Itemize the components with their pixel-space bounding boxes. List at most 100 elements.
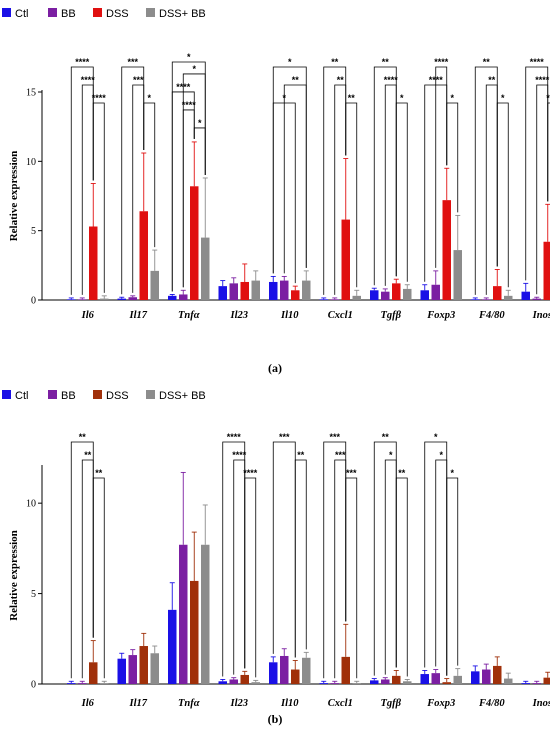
- category-label: Il10: [280, 310, 299, 321]
- significance-label: ****: [429, 75, 444, 85]
- significance-bracket: [171, 61, 206, 292]
- bar-Foxp3-Ctl: [420, 290, 429, 300]
- significance-label: *: [434, 432, 438, 442]
- category-label: Foxp3: [426, 310, 455, 321]
- bar-Il23-DSS+BB: [251, 280, 260, 300]
- category-label: Tnfα: [178, 698, 200, 709]
- panel-label: (a): [268, 361, 282, 375]
- bar-Il23-BB: [229, 283, 238, 300]
- significance-bracket: [233, 459, 246, 675]
- bar-Tnfα-DSS: [190, 186, 199, 300]
- category-label: Il6: [81, 310, 95, 321]
- panel-label: (b): [268, 712, 283, 726]
- y-tick-label: 10: [26, 499, 36, 510]
- significance-label: ***: [335, 450, 346, 460]
- significance-label: ****: [384, 75, 399, 85]
- category-label: Tgfβ: [381, 698, 402, 709]
- significance-bracket: [485, 84, 498, 295]
- category-label: Foxp3: [426, 698, 455, 709]
- significance-label: *: [450, 93, 454, 103]
- significance-bracket: [395, 102, 408, 282]
- bar-F4/80-Ctl: [471, 671, 480, 684]
- category-label: Cxcl1: [328, 698, 353, 709]
- significance-bracket: [92, 102, 105, 293]
- bar-Cxcl1-Ctl: [319, 299, 328, 300]
- bar-Cxcl1-Ctl: [319, 683, 328, 684]
- bar-F4/80-DSS: [493, 665, 502, 684]
- bar-Tnfα-Ctl: [168, 295, 177, 300]
- bar-Il17-DSS: [139, 646, 148, 684]
- bar-Il10-DSS: [291, 669, 300, 684]
- significance-label: ****: [176, 82, 191, 92]
- significance-label: ****: [434, 57, 449, 67]
- significance-label: ****: [92, 93, 107, 103]
- legend-swatch-0: [2, 8, 11, 17]
- bar-Foxp3-DSS+BB: [453, 675, 462, 684]
- bar-Il10-BB: [280, 655, 289, 684]
- category-label: Il17: [129, 310, 148, 321]
- y-axis-label: Relative expression: [8, 151, 20, 242]
- bar-Il6-DSS+BB: [100, 298, 109, 300]
- significance-bracket: [81, 459, 94, 679]
- bar-F4/80-BB: [482, 669, 491, 684]
- category-label: Il23: [230, 698, 249, 709]
- legend-swatch-1: [48, 390, 57, 399]
- significance-label: **: [348, 93, 356, 103]
- y-tick-label: 10: [26, 157, 36, 168]
- legend-swatch-2: [93, 8, 102, 17]
- bar-Il17-BB: [128, 297, 137, 300]
- category-label: Cxcl1: [328, 310, 353, 321]
- legend-entry-2: DSS: [106, 8, 129, 20]
- bar-Cxcl1-BB: [330, 299, 339, 300]
- bar-Cxcl1-BB: [330, 683, 339, 684]
- significance-bracket: [272, 102, 296, 284]
- y-tick-label: 5: [31, 589, 36, 600]
- bar-Il23-DSS: [240, 674, 249, 684]
- significance-label: *: [450, 468, 454, 478]
- bar-Il23-Ctl: [218, 286, 227, 300]
- significance-bracket: [446, 477, 459, 676]
- bar-Il10-DSS+BB: [302, 280, 311, 300]
- significance-label: ***: [279, 432, 290, 442]
- category-label: F4/80: [478, 698, 505, 709]
- significance-label: ****: [546, 93, 550, 103]
- significance-label: **: [331, 57, 339, 67]
- significance-bracket: [496, 102, 509, 288]
- significance-label: **: [292, 75, 300, 85]
- significance-label: **: [84, 450, 92, 460]
- bar-Tnfα-DSS+BB: [201, 544, 210, 684]
- y-tick-label: 15: [26, 88, 36, 99]
- legend-swatch-1: [48, 8, 57, 17]
- significance-label: ***: [346, 468, 357, 478]
- significance-label: **: [483, 57, 491, 67]
- significance-bracket: [193, 127, 206, 175]
- significance-bracket: [547, 102, 550, 202]
- significance-label: **: [382, 432, 390, 442]
- bar-Tgfβ-DSS+BB: [403, 288, 412, 300]
- significance-label: **: [79, 432, 87, 442]
- significance-label: ****: [232, 450, 247, 460]
- bar-Tnfα-DSS: [190, 580, 199, 684]
- bar-Inos-BB: [532, 683, 541, 684]
- significance-label: *: [389, 450, 393, 460]
- significance-bracket: [272, 66, 307, 274]
- bar-Foxp3-DSS: [442, 682, 451, 684]
- significance-bracket: [244, 477, 257, 678]
- y-axis-label: Relative expression: [8, 530, 20, 621]
- category-label: Il23: [230, 310, 249, 321]
- significance-label: **: [297, 450, 305, 460]
- legend-entry-0: Ctl: [15, 390, 28, 402]
- bar-Tgfβ-Ctl: [370, 680, 379, 684]
- bar-Tgfβ-BB: [381, 291, 390, 300]
- bar-F4/80-Ctl: [471, 299, 480, 300]
- significance-label: *: [288, 57, 292, 67]
- significance-label: ****: [182, 100, 197, 110]
- bar-Il17-Ctl: [117, 658, 126, 684]
- legend-entry-3: DSS+ BB: [159, 390, 206, 402]
- category-label: Inos: [532, 698, 550, 709]
- bar-Foxp3-BB: [431, 284, 440, 300]
- bar-Tnfα-DSS+BB: [201, 237, 210, 300]
- category-label: Tgfβ: [381, 310, 402, 321]
- bar-F4/80-DSS: [493, 286, 502, 300]
